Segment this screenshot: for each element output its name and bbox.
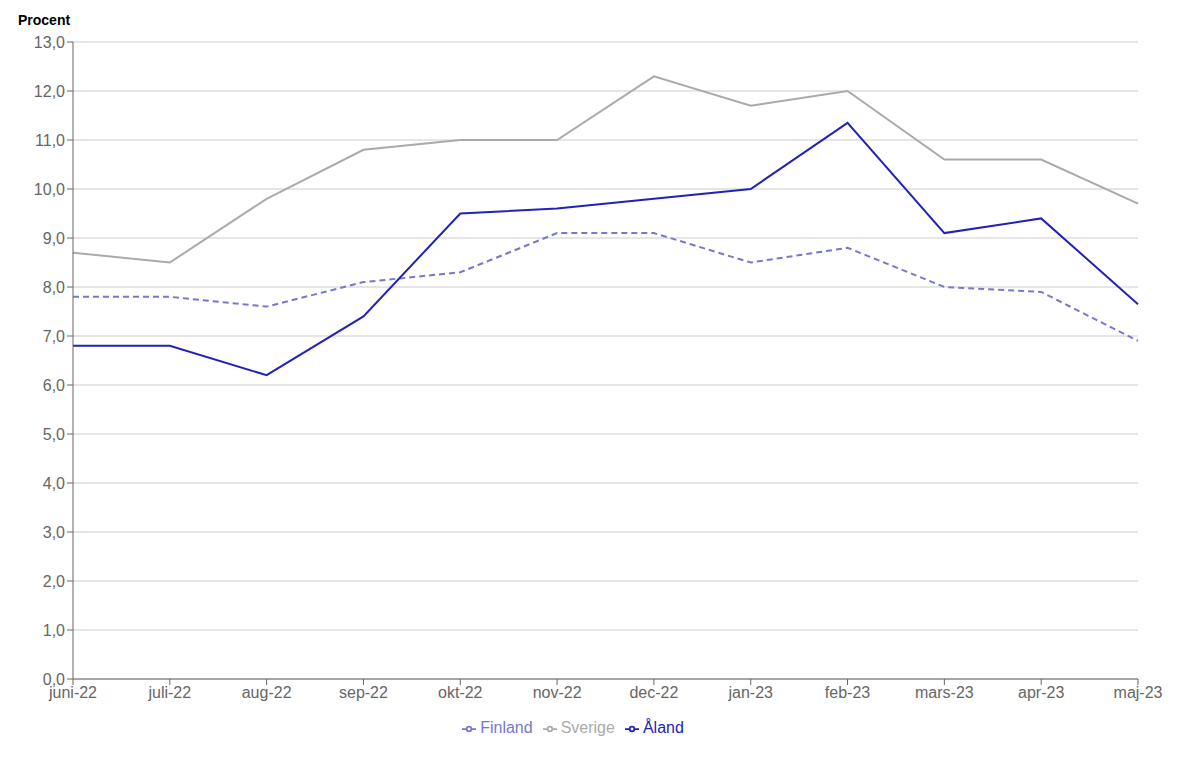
svg-text:maj-23: maj-23 xyxy=(1114,684,1163,701)
svg-text:dec-22: dec-22 xyxy=(629,684,678,701)
svg-text:5,0: 5,0 xyxy=(43,426,65,443)
svg-text:jan-23: jan-23 xyxy=(727,684,773,701)
svg-text:8,0: 8,0 xyxy=(43,279,65,296)
svg-text:6,0: 6,0 xyxy=(43,377,65,394)
svg-text:nov-22: nov-22 xyxy=(533,684,582,701)
svg-text:3,0: 3,0 xyxy=(43,524,65,541)
svg-text:aug-22: aug-22 xyxy=(242,684,292,701)
html-text:Finland: Finland xyxy=(480,719,533,736)
svg-text:juni-22: juni-22 xyxy=(49,684,97,702)
svg-text:2,0: 2,0 xyxy=(43,573,65,590)
svg-text:12,0: 12,0 xyxy=(34,83,65,100)
svg-text:apr-23: apr-23 xyxy=(1018,684,1064,701)
svg-text:1,0: 1,0 xyxy=(43,622,65,639)
svg-text:feb-23: feb-23 xyxy=(825,684,870,701)
html-text:Procent: Procent xyxy=(18,12,71,28)
svg-text:10,0: 10,0 xyxy=(34,181,65,198)
svg-text:4,0: 4,0 xyxy=(43,475,65,492)
svg-text:7,0: 7,0 xyxy=(43,328,65,345)
html-text:Åland: Åland xyxy=(642,719,684,736)
svg-text:juli-22: juli-22 xyxy=(147,684,191,701)
svg-text:sep-22: sep-22 xyxy=(339,684,388,701)
svg-text:okt-22: okt-22 xyxy=(438,684,483,701)
svg-text:13,0: 13,0 xyxy=(34,34,65,51)
svg-text:11,0: 11,0 xyxy=(35,132,65,149)
svg-text:mars-23: mars-23 xyxy=(915,684,974,701)
html-text:Sverige: Sverige xyxy=(560,719,615,736)
svg-text:9,0: 9,0 xyxy=(43,230,65,247)
svg-text:0,0: 0,0 xyxy=(43,671,65,688)
